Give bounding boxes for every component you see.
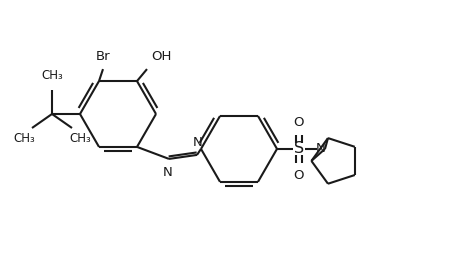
Text: N: N (193, 136, 202, 149)
Text: OH: OH (151, 50, 171, 63)
Text: N: N (315, 143, 325, 155)
Text: CH₃: CH₃ (13, 132, 35, 145)
Text: O: O (293, 116, 304, 129)
Text: CH₃: CH₃ (41, 69, 63, 82)
Text: CH₃: CH₃ (69, 132, 91, 145)
Text: O: O (293, 169, 304, 182)
Text: N: N (163, 166, 172, 179)
Text: Br: Br (96, 50, 110, 63)
Text: S: S (293, 141, 304, 156)
